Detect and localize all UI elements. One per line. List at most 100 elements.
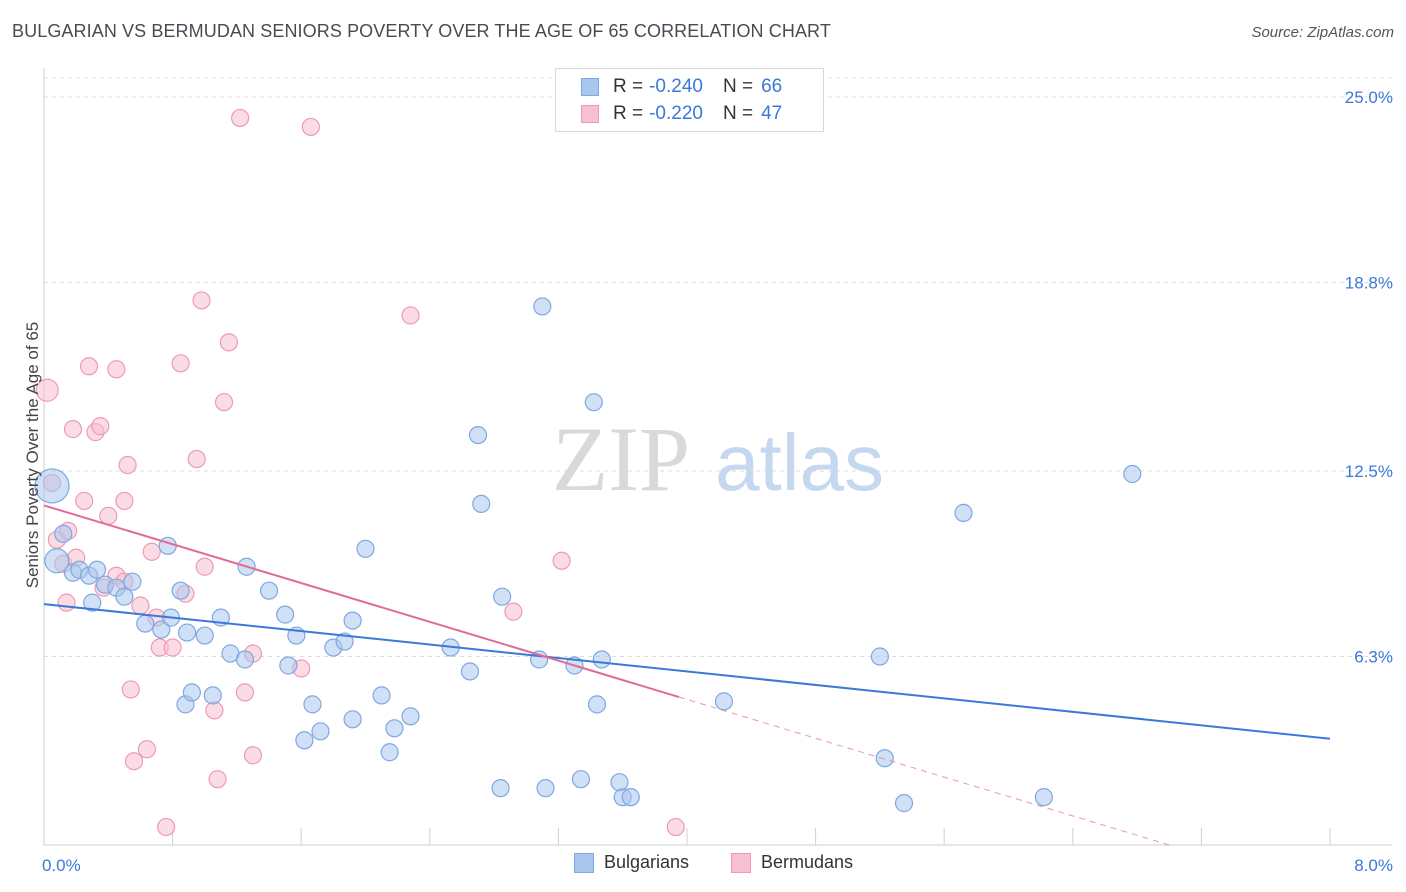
bulgarian-point <box>536 779 555 798</box>
bulgarian-point <box>136 614 155 633</box>
bulgarian-point <box>34 468 70 504</box>
bermudans-trend-line <box>43 504 680 698</box>
bulgarian-point <box>472 494 491 514</box>
bermudan-point <box>219 333 238 352</box>
bulgarian-point <box>894 794 914 813</box>
bulgarian-point <box>343 710 362 729</box>
bermudan-point <box>163 638 182 657</box>
legend-row-bermudans: R = -0.220 N = 47 <box>581 102 782 126</box>
bulgarian-point <box>177 623 197 642</box>
series-legend: Bulgarians Bermudans <box>0 852 1406 876</box>
bulgarian-point <box>491 779 510 798</box>
bulgarian-point <box>380 743 399 762</box>
bulgarians-label: Bulgarians <box>604 852 690 872</box>
bermudan-point <box>57 593 76 612</box>
watermark-atlas: atlas <box>715 418 884 507</box>
bermudan-point <box>208 770 227 789</box>
x-tick-label: 0.0% <box>42 856 81 875</box>
bermudan-point <box>79 357 99 376</box>
bermudans-trend-extension <box>678 696 1170 846</box>
bulgarian-point <box>44 548 70 574</box>
bulgarian-point <box>356 539 375 558</box>
bermudan-point <box>107 360 126 379</box>
bulgarians-swatch <box>581 78 599 96</box>
bulgarian-point <box>1034 788 1053 807</box>
bulgarian-point <box>295 731 314 750</box>
bulgarian-point <box>610 773 629 792</box>
bermudan-point <box>121 680 140 699</box>
bulgarian-point <box>372 686 391 705</box>
bulgarian-point <box>195 626 214 645</box>
bermudan-point <box>504 602 523 621</box>
bulgarian-point <box>311 722 330 741</box>
bermudan-point <box>75 491 94 511</box>
bulgarian-point <box>115 587 134 606</box>
n-value: 66 <box>761 76 783 97</box>
bermudan-point <box>214 393 234 412</box>
bulgarian-point <box>182 683 201 702</box>
bulgarian-point <box>571 770 591 789</box>
bermudans-label: Bermudans <box>761 852 854 872</box>
watermark-zip: ZIP <box>552 408 690 510</box>
data-points <box>34 108 1142 837</box>
bulgarian-point <box>343 611 362 630</box>
axes <box>43 68 1392 846</box>
bermudan-point <box>552 551 571 570</box>
bulgarian-point <box>584 393 603 412</box>
bulgarian-point <box>335 632 354 651</box>
bermudan-point <box>195 557 214 576</box>
bermudan-point <box>115 491 134 511</box>
bulgarian-point <box>870 647 890 666</box>
bulgarian-point <box>468 425 488 445</box>
bermudan-point <box>205 701 224 720</box>
bermudan-point <box>401 306 420 325</box>
bulgarian-point <box>533 297 552 316</box>
y-tick-label: 18.8% <box>1345 274 1393 293</box>
legend-row-bulgarians: R = -0.240 N = 66 <box>581 75 782 99</box>
bermudan-point <box>192 291 211 310</box>
bermudan-point <box>187 449 206 469</box>
n-label: N = <box>722 76 754 97</box>
watermark: ZIP atlas <box>552 408 884 510</box>
bermudan-point <box>157 817 176 837</box>
bermudan-point <box>99 506 118 525</box>
y-tick-label: 12.5% <box>1345 462 1393 481</box>
r-label: R = <box>613 103 644 124</box>
bulgarian-point <box>954 503 973 522</box>
bulgarian-point <box>235 650 255 669</box>
bulgarian-point <box>259 581 279 600</box>
bulgarian-point <box>87 560 107 579</box>
bermudan-point <box>63 420 83 439</box>
trend-lines <box>43 504 1331 846</box>
bermudans-swatch <box>581 105 599 123</box>
bulgarian-point <box>123 572 142 591</box>
bulgarian-point <box>592 650 611 669</box>
bulgarian-point <box>714 692 734 711</box>
bermudan-point <box>118 455 137 475</box>
r-value: -0.220 <box>649 103 703 124</box>
bulgarian-point <box>621 788 640 807</box>
bulgarian-point <box>171 581 190 600</box>
chart-title: BULGARIAN VS BERMUDAN SENIORS POVERTY OV… <box>12 21 831 41</box>
bulgarian-point <box>460 662 480 681</box>
bermudan-point <box>91 417 110 436</box>
bulgarian-point <box>401 707 420 726</box>
r-label: R = <box>613 76 644 97</box>
bulgarian-point <box>385 719 404 738</box>
correlation-legend: R = -0.240 N = 66 R = -0.220 N = 47 <box>555 68 824 132</box>
bermudan-point <box>124 752 144 771</box>
tick-labels: 6.3% 12.5% 18.8% 25.0% 0.0% 8.0% <box>42 88 1393 875</box>
bermudan-point <box>231 108 250 128</box>
legend-item-bermudans[interactable]: Bermudans <box>731 852 853 873</box>
legend-item-bulgarians[interactable]: Bulgarians <box>574 852 689 873</box>
bermudan-point <box>243 746 263 765</box>
n-label: N = <box>722 103 754 124</box>
bulgarian-point <box>276 605 295 624</box>
bulgarian-point <box>587 695 607 714</box>
bulgarian-point <box>1123 464 1142 484</box>
bermudan-point <box>235 683 255 702</box>
bulgarian-point <box>54 524 73 543</box>
bulgarian-point <box>203 686 222 705</box>
bermudans-swatch <box>731 852 751 873</box>
